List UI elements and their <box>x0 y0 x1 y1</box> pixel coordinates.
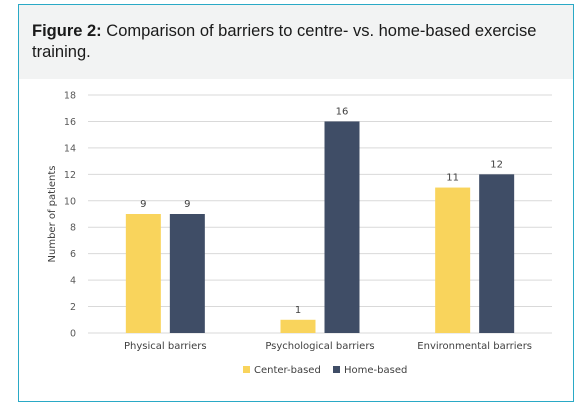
data-label: 12 <box>490 159 503 170</box>
y-tick-label: 4 <box>70 276 76 287</box>
y-tick-label: 14 <box>64 143 76 154</box>
x-tick-label: Physical barriers <box>124 341 207 352</box>
bar <box>324 121 360 333</box>
legend-label: Center-based <box>254 365 321 376</box>
bar <box>169 214 205 333</box>
data-label: 1 <box>295 305 301 316</box>
legend-label: Home-based <box>344 365 407 376</box>
chart-area: 0 2 4 6 8 10 12 14 16 18 Number of patients 9 9 Physi… <box>19 79 573 406</box>
y-tick-label: 0 <box>70 329 76 340</box>
caption-text: Comparison of barriers to centre- vs. ho… <box>32 22 537 61</box>
legend-swatch <box>333 366 340 373</box>
data-label: 16 <box>336 106 349 117</box>
bar-chart: 0 2 4 6 8 10 12 14 16 18 Number of patients 9 9 Physi… <box>47 91 552 376</box>
y-axis-label: Number of patients <box>47 166 58 263</box>
bar <box>125 214 161 333</box>
figure-frame: Figure 2: Comparison of barriers to cent… <box>18 4 574 402</box>
data-label: 11 <box>446 173 459 184</box>
data-label: 9 <box>140 199 146 210</box>
y-tick-label: 8 <box>70 223 76 234</box>
y-tick-label: 16 <box>64 117 76 128</box>
x-tick-label: Psychological barriers <box>265 341 374 352</box>
x-tick-label: Environmental barriers <box>417 341 532 352</box>
y-tick-label: 2 <box>70 302 76 313</box>
caption-label: Figure 2: <box>32 22 102 40</box>
figure-caption: Figure 2: Comparison of barriers to cent… <box>32 21 558 63</box>
data-label: 9 <box>184 199 190 210</box>
y-tick-label: 18 <box>64 91 76 102</box>
bar <box>479 174 515 333</box>
caption-box: Figure 2: Comparison of barriers to cent… <box>19 5 573 79</box>
y-tick-label: 10 <box>64 196 76 207</box>
bar <box>435 187 471 333</box>
y-tick-label: 6 <box>70 249 76 260</box>
y-tick-label: 12 <box>64 170 76 181</box>
legend-swatch <box>243 366 250 373</box>
bar <box>280 319 316 333</box>
